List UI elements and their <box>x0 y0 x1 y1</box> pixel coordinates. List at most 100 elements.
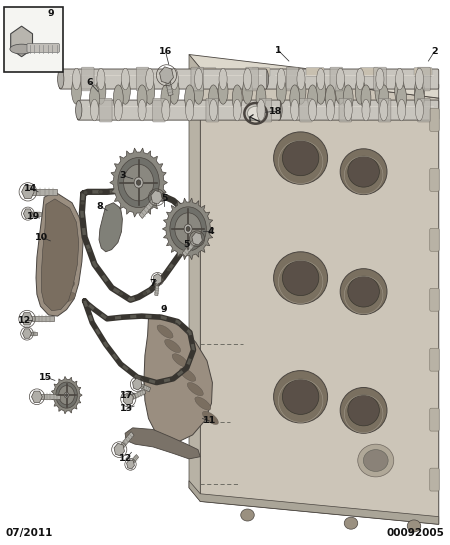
Ellipse shape <box>276 78 286 104</box>
FancyBboxPatch shape <box>330 67 342 91</box>
FancyBboxPatch shape <box>206 98 219 122</box>
Ellipse shape <box>344 517 358 529</box>
FancyArrow shape <box>27 316 54 321</box>
FancyBboxPatch shape <box>418 98 430 122</box>
Ellipse shape <box>262 69 269 89</box>
Text: 17: 17 <box>120 391 134 399</box>
Ellipse shape <box>243 68 252 90</box>
Ellipse shape <box>72 68 81 90</box>
Ellipse shape <box>138 99 146 121</box>
Ellipse shape <box>184 85 194 111</box>
Ellipse shape <box>336 78 346 104</box>
Ellipse shape <box>194 68 202 90</box>
Ellipse shape <box>161 85 171 111</box>
FancyBboxPatch shape <box>300 98 312 122</box>
Polygon shape <box>51 377 82 414</box>
Ellipse shape <box>137 85 147 111</box>
FancyBboxPatch shape <box>306 68 324 76</box>
Text: 11: 11 <box>202 416 216 425</box>
Ellipse shape <box>290 85 300 111</box>
FancyBboxPatch shape <box>191 67 203 91</box>
Ellipse shape <box>337 68 345 90</box>
Polygon shape <box>189 54 439 98</box>
FancyArrow shape <box>37 394 60 399</box>
Ellipse shape <box>396 68 404 90</box>
Ellipse shape <box>356 68 364 90</box>
Text: 1: 1 <box>275 46 281 54</box>
Ellipse shape <box>54 210 70 220</box>
Ellipse shape <box>218 78 228 104</box>
Ellipse shape <box>166 268 171 271</box>
Circle shape <box>136 180 141 185</box>
Ellipse shape <box>114 99 122 121</box>
Text: 4: 4 <box>207 227 214 235</box>
Ellipse shape <box>316 78 326 104</box>
Ellipse shape <box>308 85 318 111</box>
Ellipse shape <box>348 395 379 426</box>
Ellipse shape <box>165 340 180 353</box>
Ellipse shape <box>362 99 370 121</box>
Ellipse shape <box>317 68 325 90</box>
Circle shape <box>64 392 69 398</box>
Ellipse shape <box>257 99 265 121</box>
Text: 07/2011: 07/2011 <box>5 528 53 538</box>
Ellipse shape <box>54 222 71 232</box>
Ellipse shape <box>194 78 203 104</box>
Ellipse shape <box>146 68 154 90</box>
FancyBboxPatch shape <box>378 98 391 122</box>
Ellipse shape <box>122 68 130 90</box>
Ellipse shape <box>87 249 92 253</box>
Ellipse shape <box>325 85 335 111</box>
Ellipse shape <box>274 371 328 423</box>
FancyBboxPatch shape <box>99 98 112 122</box>
FancyBboxPatch shape <box>430 468 439 491</box>
Ellipse shape <box>142 292 147 295</box>
Ellipse shape <box>195 397 211 410</box>
Ellipse shape <box>180 368 196 381</box>
Ellipse shape <box>395 78 405 104</box>
Circle shape <box>184 224 192 234</box>
Ellipse shape <box>55 233 72 244</box>
Text: 2: 2 <box>431 47 437 56</box>
Ellipse shape <box>169 78 179 104</box>
Ellipse shape <box>113 85 123 111</box>
Ellipse shape <box>340 269 387 314</box>
Ellipse shape <box>414 78 424 104</box>
FancyArrow shape <box>155 279 159 295</box>
FancyBboxPatch shape <box>374 67 387 91</box>
Ellipse shape <box>232 85 242 111</box>
Ellipse shape <box>309 99 317 121</box>
Text: 7: 7 <box>150 279 156 288</box>
FancyBboxPatch shape <box>252 68 270 76</box>
FancyBboxPatch shape <box>418 67 430 91</box>
Text: 13: 13 <box>120 404 134 413</box>
Polygon shape <box>99 203 122 252</box>
FancyArrow shape <box>137 382 151 392</box>
Ellipse shape <box>184 235 189 239</box>
Ellipse shape <box>276 100 282 120</box>
Text: 19: 19 <box>27 213 40 221</box>
Text: 12: 12 <box>119 455 133 463</box>
Circle shape <box>134 177 143 188</box>
Ellipse shape <box>119 292 123 295</box>
Ellipse shape <box>364 450 388 471</box>
Ellipse shape <box>415 68 423 90</box>
Ellipse shape <box>58 281 75 290</box>
Ellipse shape <box>340 387 387 433</box>
Text: 6: 6 <box>87 78 93 87</box>
Polygon shape <box>41 199 79 311</box>
Text: 3: 3 <box>119 171 126 180</box>
FancyBboxPatch shape <box>430 168 439 191</box>
Ellipse shape <box>256 85 266 111</box>
Ellipse shape <box>283 141 319 175</box>
Circle shape <box>65 393 68 397</box>
Ellipse shape <box>233 99 241 121</box>
Polygon shape <box>144 315 212 441</box>
Ellipse shape <box>187 383 203 396</box>
FancyBboxPatch shape <box>278 100 439 120</box>
Ellipse shape <box>414 85 424 111</box>
FancyBboxPatch shape <box>81 67 94 91</box>
Ellipse shape <box>283 261 319 295</box>
Ellipse shape <box>407 520 421 532</box>
Text: 9: 9 <box>47 9 54 17</box>
